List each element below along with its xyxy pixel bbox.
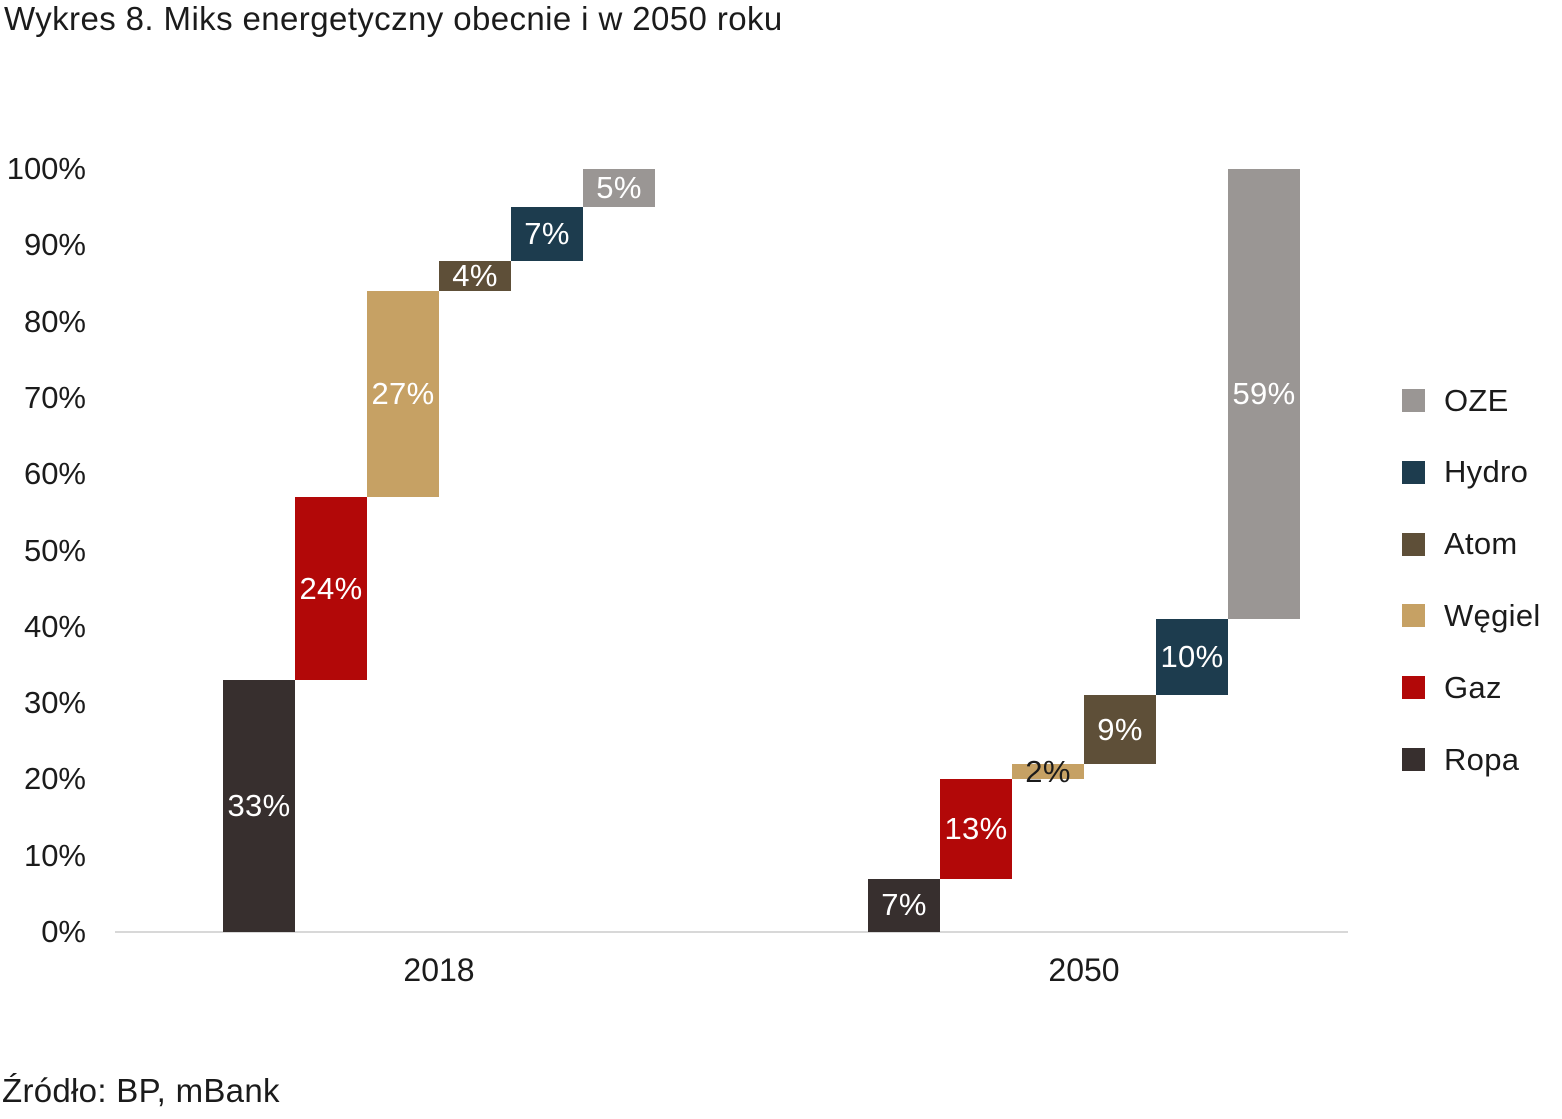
bar-hydro-2050: 10% — [1156, 619, 1228, 696]
y-tick-label: 70% — [23, 379, 86, 415]
legend-swatch-icon — [1402, 460, 1425, 484]
bar-oze-2050: 59% — [1228, 169, 1300, 620]
y-tick-label: 10% — [23, 837, 86, 873]
bar-value-label: 27% — [371, 376, 435, 412]
legend-label: Hydro — [1444, 454, 1529, 490]
legend-item-gaz: Gaz — [1402, 669, 1502, 707]
bar-value-label: 4% — [452, 257, 498, 293]
bar-atom-2018: 4% — [439, 257, 511, 293]
bar-value-label: 10% — [1160, 639, 1224, 675]
y-tick-label: 40% — [23, 608, 86, 644]
legend-label: Węgiel — [1444, 597, 1541, 633]
legend-item-oze: OZE — [1402, 382, 1509, 420]
bar-value-label: 9% — [1097, 711, 1143, 747]
chart-title: Wykres 8. Miks energetyczny obecnie i w … — [4, 0, 783, 37]
legend-label: Gaz — [1444, 669, 1502, 705]
bar-value-label: 7% — [881, 887, 927, 923]
y-tick-label: 60% — [23, 456, 86, 492]
bar-value-label: 33% — [227, 788, 291, 824]
legend-label: OZE — [1444, 382, 1509, 418]
bar-gaz-2018: 24% — [295, 497, 367, 681]
bar-węgiel-2018: 27% — [367, 291, 439, 498]
legend-item-ropa: Ropa — [1402, 741, 1519, 779]
bar-value-label: 24% — [299, 570, 363, 606]
bar-hydro-2018: 7% — [511, 207, 583, 261]
bar-value-label: 59% — [1232, 376, 1296, 412]
legend-swatch-icon — [1402, 748, 1425, 771]
legend-swatch-icon — [1402, 532, 1425, 556]
y-tick-label: 90% — [23, 227, 86, 263]
y-tick-label: 0% — [41, 914, 86, 949]
bar-value-label: 7% — [524, 215, 570, 251]
legend-swatch-icon — [1402, 604, 1425, 628]
bar-gaz-2050: 13% — [940, 779, 1012, 879]
x-axis-label-2018: 2018 — [403, 952, 475, 988]
x-axis-label-2050: 2050 — [1048, 952, 1120, 988]
source-note: Źródło: BP, mBank — [2, 1072, 280, 1109]
bar-ropa-2050: 7% — [868, 878, 940, 932]
y-tick-label: 20% — [23, 761, 86, 797]
bar-value-label: 13% — [944, 810, 1008, 846]
bar-ropa-2018: 33% — [223, 680, 295, 932]
y-tick-label: 100% — [6, 151, 86, 186]
legend-swatch-icon — [1402, 389, 1425, 412]
legend-item-węgiel: Węgiel — [1402, 597, 1541, 635]
y-tick-label: 80% — [23, 303, 86, 339]
legend-item-atom: Atom — [1402, 525, 1518, 563]
bar-węgiel-2050: 2% — [1012, 754, 1084, 789]
bar-value-label: 2% — [1025, 753, 1071, 789]
legend-item-hydro: Hydro — [1402, 453, 1528, 491]
y-tick-label: 50% — [23, 532, 86, 568]
y-tick-label: 30% — [23, 685, 86, 721]
legend-label: Atom — [1444, 526, 1518, 562]
bar-value-label: 5% — [596, 170, 642, 206]
legend-swatch-icon — [1402, 676, 1425, 700]
x-axis-line — [115, 931, 1348, 933]
legend-label: Ropa — [1444, 741, 1520, 777]
bar-atom-2050: 9% — [1084, 695, 1156, 765]
bar-oze-2018: 5% — [583, 169, 655, 208]
